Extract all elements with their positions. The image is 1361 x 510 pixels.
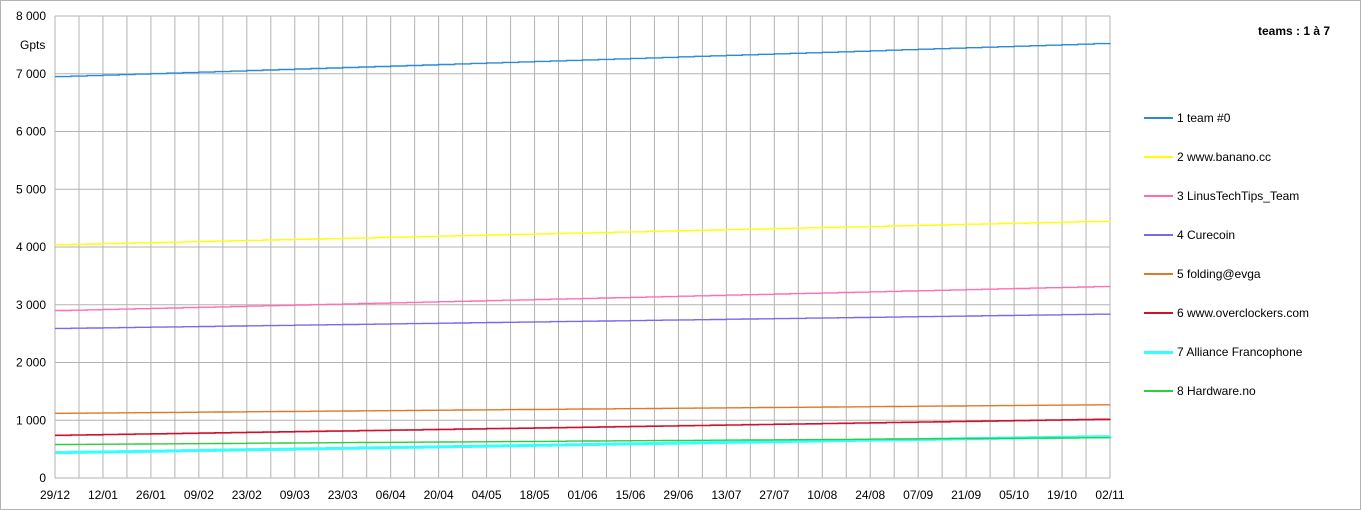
x-tick-label: 20/04 <box>424 488 454 502</box>
legend-swatch <box>1144 351 1173 354</box>
series-line <box>55 220 1111 246</box>
series-line <box>55 285 1111 312</box>
series-lines <box>55 42 1112 455</box>
legend-label: 6 www.overclockers.com <box>1177 306 1310 320</box>
x-tick-label: 27/07 <box>759 488 789 502</box>
legend-label: 7 Alliance Francophone <box>1177 345 1303 359</box>
x-tick-label: 23/03 <box>328 488 358 502</box>
legend-label: 5 folding@evga <box>1177 267 1261 281</box>
legend-swatch <box>1144 195 1173 197</box>
x-tick-label: 23/02 <box>232 488 262 502</box>
series-line <box>55 42 1111 78</box>
x-tick-label: 19/10 <box>1047 488 1077 502</box>
y-tick-label: 2 000 <box>16 356 46 370</box>
legend-label: 3 LinusTechTips_Team <box>1177 189 1300 203</box>
x-tick-label: 06/04 <box>376 488 406 502</box>
y-tick-label: 1 000 <box>16 413 46 427</box>
x-tick-label: 26/01 <box>136 488 166 502</box>
legend-swatch <box>1144 156 1173 158</box>
legend-swatch <box>1144 117 1173 119</box>
series-line <box>55 404 1111 414</box>
x-tick-label: 04/05 <box>472 488 502 502</box>
tick-labels: 0 1 000 2 000 3 000 4 000 5 000 6 000 7 000 8 00… <box>16 9 1125 502</box>
x-tick-label: 12/01 <box>88 488 118 502</box>
y-tick-label: 0 <box>39 471 46 485</box>
y-unit-label: Gpts <box>20 38 46 52</box>
legend-label: 1 team #0 <box>1177 111 1231 125</box>
x-tick-label: 02/11 <box>1095 488 1124 502</box>
legend-swatch <box>1144 273 1173 275</box>
team-range-label: teams : 1 à 7 <box>1258 24 1331 38</box>
x-tick-label: 07/09 <box>903 488 933 502</box>
x-tick-label: 24/08 <box>855 488 885 502</box>
x-tick-label: 29/12 <box>40 488 70 502</box>
y-tick-label: 6 000 <box>16 125 46 139</box>
x-tick-label: 13/07 <box>711 488 741 502</box>
x-tick-label: 18/05 <box>520 488 550 502</box>
y-tick-label: 4 000 <box>16 240 46 254</box>
x-tick-label: 05/10 <box>999 488 1029 502</box>
series-line <box>55 313 1111 330</box>
y-tick-label: 5 000 <box>16 182 46 196</box>
series-line <box>55 418 1111 437</box>
x-tick-label: 09/03 <box>280 488 310 502</box>
x-tick-label: 10/08 <box>807 488 837 502</box>
legend-label: 8 Hardware.no <box>1177 384 1256 398</box>
x-tick-label: 15/06 <box>615 488 645 502</box>
series-line <box>55 437 1111 446</box>
x-tick-label: 29/06 <box>663 488 693 502</box>
legend-swatch <box>1144 312 1173 314</box>
legend-swatch <box>1144 234 1173 236</box>
x-tick-label: 01/06 <box>567 488 597 502</box>
y-tick-label: 3 000 <box>16 298 46 312</box>
grid-lines <box>54 15 1111 479</box>
x-tick-label: 21/09 <box>951 488 981 502</box>
legend-label: 4 Curecoin <box>1177 228 1236 242</box>
legend-label: 2 www.banano.cc <box>1177 150 1272 164</box>
y-tick-label: 7 000 <box>16 67 46 81</box>
legend-swatch <box>1144 390 1173 392</box>
x-tick-label: 09/02 <box>184 488 214 502</box>
y-tick-label: 8 000 <box>16 9 46 23</box>
